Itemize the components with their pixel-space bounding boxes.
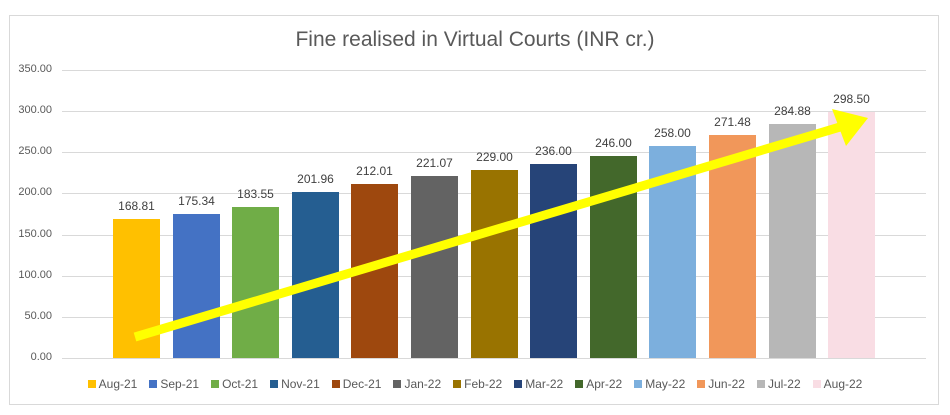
bar-sep-21[interactable] [173,214,220,358]
gridline [62,358,926,359]
data-label: 298.50 [833,92,870,106]
legend-label: Jun-22 [708,377,745,391]
legend-swatch-icon [514,380,523,388]
bar-jun-22[interactable] [709,135,756,358]
bar-jul-22[interactable] [769,124,816,358]
legend-item[interactable]: Nov-21 [270,377,320,391]
legend-item[interactable]: Dec-21 [331,377,382,391]
legend-swatch-icon [812,380,821,388]
legend-item[interactable]: Jan-22 [393,377,441,391]
legend-label: Feb-22 [464,377,503,391]
legend-label: Apr-22 [586,377,623,391]
legend-item[interactable]: Aug-22 [812,377,863,391]
legend-item[interactable]: Apr-22 [575,377,622,391]
legend-label: May-22 [645,377,686,391]
y-tick-label: 300.00 [18,104,52,116]
legend-swatch-icon [575,380,584,388]
legend-item[interactable]: May-22 [634,377,685,391]
legend-swatch-icon [756,380,765,388]
data-label: 271.48 [714,115,751,129]
legend-label: Jul-22 [767,377,801,391]
legend-swatch-icon [393,380,402,388]
legend-item[interactable]: Sep-21 [149,377,199,391]
data-label: 258.00 [654,126,691,140]
bar-oct-21[interactable] [232,207,279,358]
legend-item[interactable]: Jun-22 [697,377,745,391]
legend-label: Mar-22 [525,377,564,391]
data-label: 246.00 [595,136,632,150]
y-tick-label: 150.00 [18,228,52,240]
legend-item[interactable]: Jul-22 [756,377,801,391]
legend-label: Dec-21 [342,377,382,391]
legend-item[interactable]: Feb-22 [453,377,502,391]
y-tick-label: 350.00 [18,63,52,75]
legend-label: Nov-21 [281,377,320,391]
bar-aug-22[interactable] [828,112,875,358]
legend-swatch-icon [87,380,96,388]
legend-item[interactable]: Aug-21 [87,377,138,391]
legend-swatch-icon [331,380,340,388]
legend-item[interactable]: Mar-22 [514,377,563,391]
y-tick-label: 200.00 [18,186,52,198]
legend-label: Sep-21 [160,377,200,391]
legend-label: Jan-22 [404,377,442,391]
data-label: 212.01 [356,164,393,178]
y-tick-label: 100.00 [18,269,52,281]
data-label: 284.88 [774,104,811,118]
bar-feb-22[interactable] [471,170,518,358]
gridline [62,152,926,153]
legend-swatch-icon [211,380,220,388]
data-label: 201.96 [297,172,334,186]
data-label: 175.34 [178,194,215,208]
data-label: 183.55 [237,187,274,201]
y-tick-label: 250.00 [18,145,52,157]
bar-mar-22[interactable] [530,164,577,358]
data-label: 168.81 [118,199,155,213]
gridline [62,70,926,71]
legend-swatch-icon [149,380,158,388]
legend-label: Aug-21 [98,377,138,391]
bar-jan-22[interactable] [411,176,458,358]
legend-swatch-icon [453,380,462,388]
legend-swatch-icon [634,380,643,388]
legend: Aug-21 Sep-21 Oct-21 Nov-21 Dec-21 Jan-22 Feb-… [0,377,950,391]
legend-item[interactable]: Oct-21 [211,377,258,391]
gridline [62,111,926,112]
y-tick-label: 50.00 [24,310,52,322]
data-label: 236.00 [535,144,572,158]
legend-label: Oct-21 [222,377,259,391]
data-label: 221.07 [416,156,453,170]
data-label: 229.00 [476,150,513,164]
legend-swatch-icon [270,380,279,388]
legend-swatch-icon [697,380,706,388]
y-tick-label: 0.00 [30,351,52,363]
legend-label: Aug-22 [823,377,863,391]
chart-title: Fine realised in Virtual Courts (INR cr.… [295,28,655,51]
